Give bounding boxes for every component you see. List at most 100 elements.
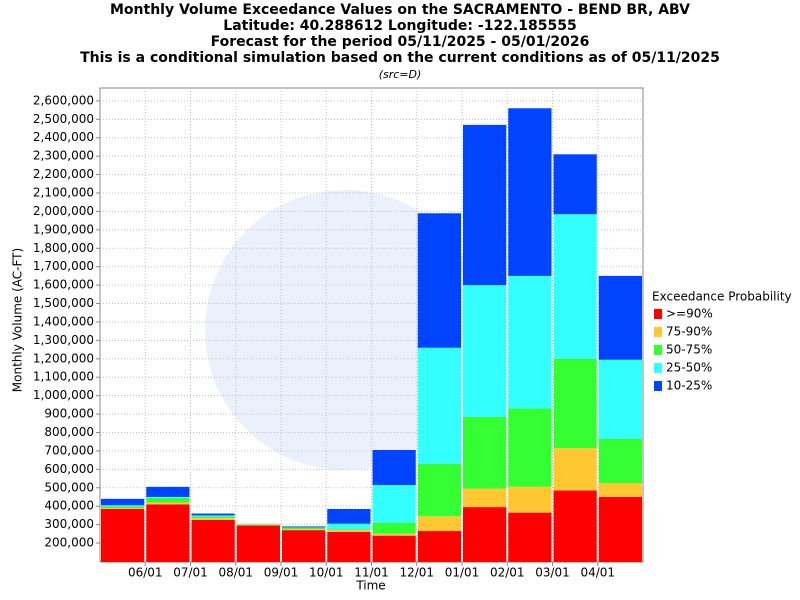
y-tick-label: 200,000 <box>44 536 94 550</box>
bar-segment <box>463 124 507 286</box>
bar-segment <box>101 506 145 509</box>
bar-segment <box>598 438 642 484</box>
bar-segment <box>101 505 145 507</box>
bar-segment <box>372 484 416 523</box>
bar-segment <box>463 416 507 489</box>
bar-segment <box>553 358 597 449</box>
y-tick-label: 300,000 <box>44 517 94 531</box>
legend-swatch <box>654 345 662 355</box>
bar-segment <box>372 533 416 536</box>
bar-segment <box>327 508 371 524</box>
x-tick-label: 01/01 <box>445 566 480 580</box>
y-tick-label: 2,100,000 <box>33 186 94 200</box>
x-tick-label: 07/01 <box>173 566 208 580</box>
y-tick-label: 2,500,000 <box>33 112 94 126</box>
bar-segment <box>417 347 461 464</box>
bar-segment <box>417 213 461 348</box>
x-tick-label: 08/01 <box>218 566 253 580</box>
bar-segment <box>282 530 326 562</box>
legend-swatch <box>654 327 662 337</box>
bar-segment <box>327 530 371 532</box>
bar-segment <box>327 523 371 530</box>
x-tick-label: 02/01 <box>490 566 525 580</box>
bar-segment <box>553 154 597 215</box>
y-tick-label: 1,300,000 <box>33 333 94 347</box>
bar-segment <box>598 359 642 439</box>
bar-segment <box>101 508 145 562</box>
x-tick-label: 12/01 <box>399 566 434 580</box>
legend-label: 75-90% <box>666 325 712 339</box>
legend-label: 50-75% <box>666 343 712 357</box>
y-tick-label: 1,600,000 <box>33 278 94 292</box>
y-tick-label: 2,000,000 <box>33 204 94 218</box>
legend-title: Exceedance Probability <box>652 290 792 304</box>
y-tick-label: 1,400,000 <box>33 314 94 328</box>
x-tick-label: 04/01 <box>580 566 615 580</box>
bar-segment <box>463 488 507 508</box>
y-tick-label: 1,900,000 <box>33 222 94 236</box>
bar-segment <box>236 523 280 525</box>
y-tick-label: 2,400,000 <box>33 130 94 144</box>
y-tick-label: 600,000 <box>44 462 94 476</box>
bar-segment <box>146 502 190 505</box>
bar-segment <box>372 522 416 534</box>
bar-segment <box>463 507 507 562</box>
bar-segment <box>598 483 642 497</box>
bar-segment <box>191 519 235 562</box>
bar-segment <box>372 449 416 485</box>
bar-segment <box>463 285 507 417</box>
legend-label: >=90% <box>666 307 713 321</box>
y-tick-label: 2,300,000 <box>33 149 94 163</box>
bar-segment <box>101 508 145 509</box>
y-tick-label: 2,200,000 <box>33 167 94 181</box>
y-tick-label: 500,000 <box>44 480 94 494</box>
y-tick-label: 1,700,000 <box>33 259 94 273</box>
chart-title: This is a conditional simulation based o… <box>80 50 720 66</box>
bar-segment <box>236 525 280 562</box>
y-tick-label: 400,000 <box>44 499 94 513</box>
bar-segment <box>327 529 371 531</box>
bar-segment <box>191 513 235 516</box>
y-tick-label: 1,100,000 <box>33 370 94 384</box>
y-tick-label: 800,000 <box>44 425 94 439</box>
bar-segment <box>146 497 190 503</box>
bar-segment <box>372 535 416 562</box>
bar-segment <box>191 515 235 517</box>
bar-segment <box>417 516 461 532</box>
bar-segment <box>101 498 145 506</box>
y-tick-label: 1,200,000 <box>33 351 94 365</box>
subtitle: (src=D) <box>379 68 422 81</box>
bar-segment <box>553 214 597 359</box>
y-tick-label: 700,000 <box>44 443 94 457</box>
bar-segment <box>508 275 552 409</box>
x-tick-label: 11/01 <box>354 566 389 580</box>
bar-segment <box>553 490 597 562</box>
y-axis-label: Monthly Volume (AC-FT) <box>11 248 25 392</box>
y-tick-label: 1,000,000 <box>33 388 94 402</box>
bar-segment <box>191 518 235 520</box>
legend-swatch <box>654 309 662 319</box>
bar-segment <box>191 516 235 519</box>
bar-segment <box>327 531 371 562</box>
bar-segment <box>553 448 597 491</box>
bar-segment <box>146 504 190 562</box>
x-tick-label: 09/01 <box>264 566 299 580</box>
bar-segment <box>508 486 552 513</box>
y-tick-label: 1,500,000 <box>33 296 94 310</box>
x-tick-label: 10/01 <box>309 566 344 580</box>
bar-segment <box>508 512 552 562</box>
bar-segment <box>508 108 552 276</box>
bar-segment <box>598 496 642 562</box>
bar-segment <box>508 408 552 487</box>
legend-label: 10-25% <box>666 379 712 393</box>
x-tick-label: 06/01 <box>128 566 163 580</box>
x-tick-label: 03/01 <box>535 566 570 580</box>
y-tick-label: 2,600,000 <box>33 93 94 107</box>
legend-label: 25-50% <box>666 361 712 375</box>
x-axis-label: Time <box>355 579 385 593</box>
bar-segment <box>146 486 190 497</box>
chart-title: Forecast for the period 05/11/2025 - 05/… <box>211 34 590 50</box>
watermark <box>205 190 485 470</box>
y-tick-label: 1,800,000 <box>33 241 94 255</box>
